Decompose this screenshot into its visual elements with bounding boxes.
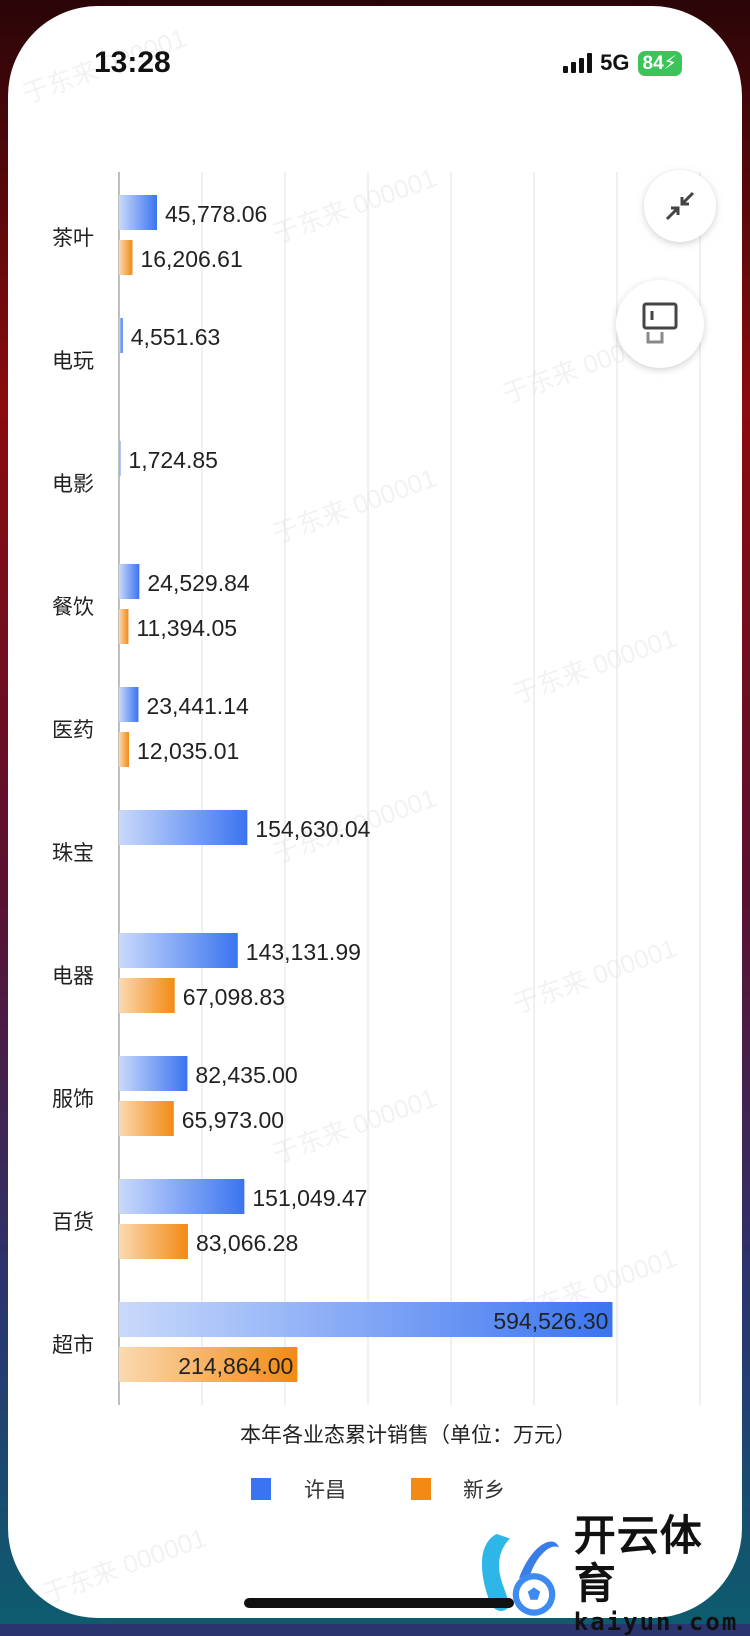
bar-xinxiang[interactable]	[119, 240, 133, 275]
category-label: 电影	[52, 473, 94, 496]
bar-xuchang[interactable]	[119, 195, 157, 230]
data-label: 16,206.61	[140, 246, 242, 272]
battery-level: 84	[642, 52, 664, 74]
bar-xinxiang[interactable]	[119, 978, 175, 1013]
layout-button[interactable]	[616, 280, 704, 368]
window-layout-icon	[642, 302, 678, 344]
watermark: 于东来 000001	[38, 1522, 211, 1610]
phone-screen: 13:28 5G 84⚡ 于东来 000001 于东来 000001 于东来 0…	[8, 6, 742, 1636]
category-label: 茶叶	[52, 227, 94, 250]
bar-xinxiang[interactable]	[119, 1224, 188, 1259]
data-label: 23,441.14	[146, 693, 249, 719]
bar-xinxiang[interactable]	[119, 609, 129, 644]
data-label: 151,049.47	[252, 1185, 367, 1211]
collapse-button[interactable]	[644, 170, 716, 242]
category-label: 电器	[52, 965, 94, 988]
data-label: 143,131.99	[246, 939, 361, 965]
status-indicators: 5G 84⚡	[563, 50, 682, 76]
legend: 许昌 新乡	[251, 1478, 505, 1502]
legend-label-xinxiang[interactable]: 新乡	[463, 1479, 505, 1502]
data-label: 214,864.00	[178, 1353, 293, 1379]
data-label: 24,529.84	[147, 570, 250, 596]
data-label: 45,778.06	[165, 201, 267, 227]
category-label: 珠宝	[52, 842, 94, 865]
logo-domain: kaiyun.com	[573, 1608, 739, 1636]
logo-text: 开云体育	[573, 1512, 703, 1607]
signal-icon	[563, 53, 593, 73]
category-label: 电玩	[52, 350, 94, 373]
bar-xinxiang[interactable]	[119, 1347, 298, 1382]
legend-swatch-xuchang	[251, 1478, 271, 1500]
bar-chart: 茶叶 45,778.06 16,206.61 电玩 4,551.63 电影 1,724.85…	[52, 172, 701, 1502]
bar-xuchang[interactable]	[119, 1056, 188, 1091]
data-label: 65,973.00	[182, 1107, 284, 1133]
category-label: 百货	[52, 1211, 94, 1234]
x-axis-title: 本年各业态累计销售（单位：万元）	[240, 1424, 576, 1447]
legend-label-xuchang[interactable]: 许昌	[304, 1479, 346, 1502]
data-label: 67,098.83	[183, 984, 285, 1010]
home-indicator	[244, 1598, 514, 1608]
bar-xuchang[interactable]	[119, 318, 123, 353]
data-label: 594,526.30	[493, 1308, 608, 1334]
bar-xinxiang[interactable]	[119, 732, 129, 767]
category-label: 医药	[52, 719, 94, 742]
bar-xuchang[interactable]	[119, 687, 139, 722]
legend-swatch-xinxiang	[411, 1478, 431, 1500]
data-label: 83,066.28	[196, 1230, 298, 1256]
category-label: 餐饮	[52, 596, 94, 619]
data-label: 11,394.05	[136, 615, 237, 641]
bar-xuchang[interactable]	[119, 1179, 245, 1214]
kaiyun-logo: 开云体育 kaiyun.com	[470, 1512, 742, 1636]
bar-xuchang[interactable]	[119, 1302, 613, 1337]
data-label: 12,035.01	[137, 738, 239, 764]
compress-arrows-icon	[665, 191, 695, 221]
data-label: 4,551.63	[131, 324, 221, 350]
battery-icon: 84⚡	[637, 50, 682, 76]
category-label: 服饰	[52, 1088, 94, 1111]
data-label: 1,724.85	[128, 447, 218, 473]
bar-xuchang[interactable]	[119, 441, 121, 476]
logo-mark-icon	[481, 1533, 559, 1616]
bar-xuchang[interactable]	[119, 564, 140, 599]
category-label: 超市	[52, 1334, 94, 1357]
bar-xuchang[interactable]	[119, 810, 248, 845]
network-type: 5G	[600, 50, 630, 75]
data-label: 82,435.00	[195, 1062, 297, 1088]
bar-xuchang[interactable]	[119, 933, 238, 968]
bar-xinxiang[interactable]	[119, 1101, 174, 1136]
status-time: 13:28	[94, 46, 171, 79]
data-label: 154,630.04	[255, 816, 370, 842]
